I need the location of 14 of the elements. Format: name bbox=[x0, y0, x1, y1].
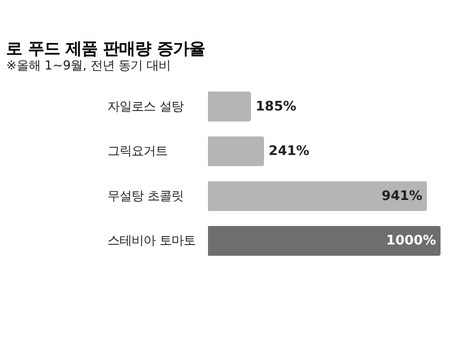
bar bbox=[208, 181, 427, 212]
data-label: 1000% bbox=[386, 234, 436, 249]
data-label: 941% bbox=[382, 188, 422, 204]
data-label: 241% bbox=[268, 144, 310, 160]
bar bbox=[208, 136, 264, 166]
bar bbox=[208, 91, 251, 122]
text: ※올해 1~9월, 전년 동기 대비 bbox=[6, 57, 171, 72]
y-tick-label: 스테비아 토마토 bbox=[107, 232, 196, 248]
data-label: 185% bbox=[256, 99, 296, 114]
y-tick-label: 자일로스 설탕 bbox=[107, 98, 184, 114]
bar bbox=[208, 226, 441, 256]
y-tick-label: 그릭요거트 bbox=[107, 143, 168, 158]
y-tick-label: 무설탕 초콜릿 bbox=[107, 188, 184, 203]
chart-title: 로 푸드 제품 판매량 증가율 bbox=[6, 38, 205, 58]
